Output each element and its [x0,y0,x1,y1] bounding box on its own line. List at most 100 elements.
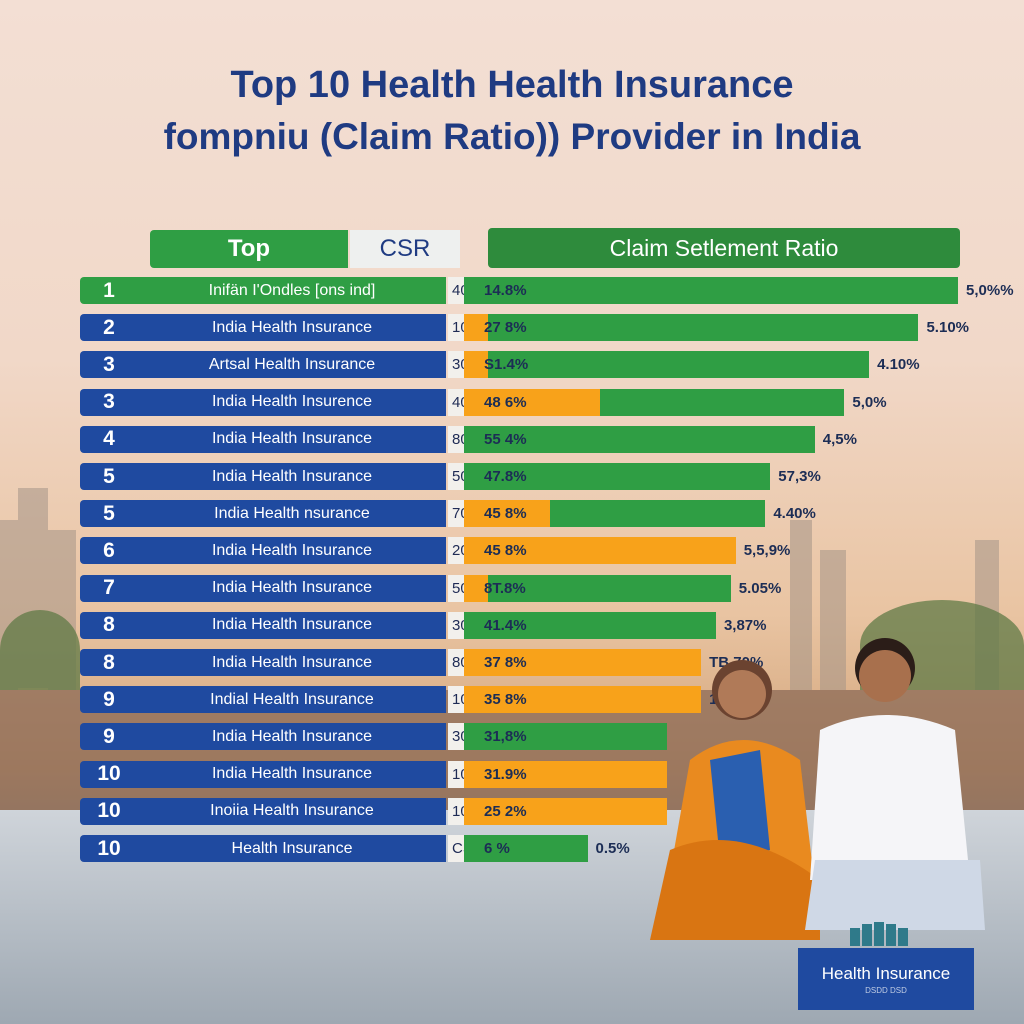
health-insurance-logo: Health Insurance DSDD DSD [798,948,974,1010]
bar-end-label: 5,0%% [966,282,1014,299]
bar-lead-segment [464,351,488,379]
bar-label: 37 8% [484,654,527,671]
row-rank: 10 [80,797,138,825]
bar-label: 6 % [484,840,510,857]
row-provider-name: India Health nsurance [138,500,446,528]
bar-label: 31,8% [484,728,527,746]
logo-text: Health Insurance [821,963,951,983]
trees [0,610,80,690]
row-provider-name: Indial Health Insurance [138,686,446,714]
bar-label: 25 2% [484,802,527,820]
bar [464,537,736,565]
header-claim-settlement-ratio: Claim Setlement Ratio [488,228,960,268]
row-rank: 2 [80,314,138,342]
bar-label: 45 8% [484,542,527,560]
row-provider-name: Artsal Health Insurance [138,351,446,379]
woman-illustration [650,660,820,940]
row-rank: 5 [80,500,138,528]
row-rank: 5 [80,463,138,490]
row-provider-name: Health Insurance [138,835,446,862]
bar-label: 47.8% [484,468,527,485]
row-rank: 6 [80,537,138,565]
bar [464,835,588,862]
bar [550,500,766,528]
bar-label: S1.4% [484,356,529,374]
row-rank: 3 [80,351,138,379]
row-provider-name: India Health Insurance [138,314,446,342]
row-provider-name: India Health Insurance [138,723,446,751]
bar [464,797,667,825]
row-rank: 9 [80,723,138,751]
bar-label: 31.9% [484,765,527,783]
bar [464,723,667,751]
bar-end-label: 5.10% [926,319,970,337]
bar-label: 27 8% [484,319,527,337]
skyline-building [790,520,812,690]
row-provider-name: India Health Insurance [138,760,446,788]
row-provider-name: India Health Insurance [138,463,446,490]
row-rank: 8 [80,611,138,639]
bar-label: 35 8% [484,691,527,709]
bar-label: 14.8% [484,282,527,299]
bar-label: 8T.8% [484,579,526,597]
row-provider-name: India Health Insurence [138,388,446,416]
row-provider-name: India Health Insurance [138,649,446,676]
bar-end-label: 5,0% [852,393,887,411]
logo-subtext: DSDD DSD [865,985,907,995]
bar [464,425,815,453]
row-rank: 10 [80,760,138,788]
bar-label: 55 4% [484,430,527,448]
row-provider-name: Inifän I'Ondles [ons ind] [138,277,446,304]
bar-end-label: 4.10% [877,356,920,374]
bar-end-label: 4.40% [773,505,816,523]
bar [600,388,845,416]
bar [464,686,702,714]
bar-end-label: 4,5% [822,430,857,448]
bar [464,611,716,639]
bar-end-label: 0.5% [595,840,630,857]
row-provider-name: Inoiia Health Insurance [138,797,446,825]
bar-lead-segment [464,500,550,528]
bar-end-label: 5,5,9% [743,542,791,560]
chart-title-line2: fompniu (Claim Ratio)) Provider in India [163,116,861,157]
man-illustration [805,638,985,930]
row-rank: 9 [80,686,138,714]
bar-end-label: 5.05% [738,579,782,597]
row-provider-name: India Health Insurance [138,611,446,639]
skyline-building [820,550,846,690]
bar-end-label: 3,87% [723,616,767,634]
row-rank: 10 [80,835,138,862]
bar [464,277,958,304]
bar [464,649,702,676]
bar [488,574,731,602]
bar-label: 41.4% [484,616,527,634]
row-rank: 7 [80,574,138,602]
row-rank: 8 [80,649,138,676]
bar-label: 45 8% [484,505,527,523]
bar [488,314,919,342]
bar [488,351,870,379]
bar-end-label: 57,3% [778,468,821,485]
header-csr: CSR [350,230,460,268]
chart-title-line1: Top 10 Health Health Insurance [230,64,794,106]
health-insurance-logo-icon [850,922,908,946]
bar-lead-segment [464,574,488,602]
bar-lead-segment [464,388,600,416]
row-rank: 3 [80,388,138,416]
bar [464,760,667,788]
row-provider-name: India Health Insurance [138,537,446,565]
